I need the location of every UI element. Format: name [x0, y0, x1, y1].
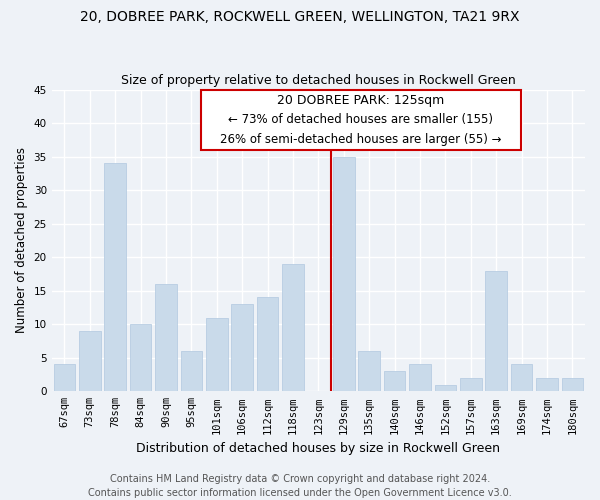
Bar — [434, 384, 456, 392]
Bar — [358, 351, 380, 392]
Bar — [409, 364, 431, 392]
FancyBboxPatch shape — [201, 90, 521, 150]
Bar — [333, 156, 355, 392]
Bar — [536, 378, 557, 392]
Bar — [384, 371, 406, 392]
Y-axis label: Number of detached properties: Number of detached properties — [15, 148, 28, 334]
Bar — [130, 324, 151, 392]
Bar — [155, 284, 177, 392]
Bar — [257, 298, 278, 392]
Text: 20, DOBREE PARK, ROCKWELL GREEN, WELLINGTON, TA21 9RX: 20, DOBREE PARK, ROCKWELL GREEN, WELLING… — [80, 10, 520, 24]
Bar — [562, 378, 583, 392]
Bar — [460, 378, 482, 392]
Text: 26% of semi-detached houses are larger (55) →: 26% of semi-detached houses are larger (… — [220, 132, 502, 145]
Text: ← 73% of detached houses are smaller (155): ← 73% of detached houses are smaller (15… — [229, 113, 493, 126]
Title: Size of property relative to detached houses in Rockwell Green: Size of property relative to detached ho… — [121, 74, 516, 87]
Bar — [104, 164, 126, 392]
Bar — [511, 364, 532, 392]
Bar — [206, 318, 227, 392]
Bar — [282, 264, 304, 392]
Text: 20 DOBREE PARK: 125sqm: 20 DOBREE PARK: 125sqm — [277, 94, 445, 107]
Bar — [181, 351, 202, 392]
Bar — [79, 331, 101, 392]
X-axis label: Distribution of detached houses by size in Rockwell Green: Distribution of detached houses by size … — [136, 442, 500, 455]
Bar — [485, 270, 507, 392]
Bar — [232, 304, 253, 392]
Bar — [53, 364, 75, 392]
Text: Contains HM Land Registry data © Crown copyright and database right 2024.
Contai: Contains HM Land Registry data © Crown c… — [88, 474, 512, 498]
